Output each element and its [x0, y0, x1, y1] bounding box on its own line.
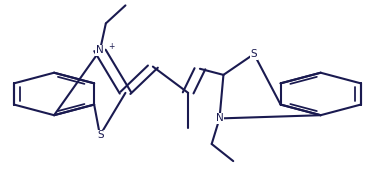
Text: S: S [98, 130, 104, 140]
Text: N: N [96, 45, 104, 55]
Text: +: + [108, 42, 114, 51]
Text: N: N [216, 113, 223, 123]
Text: S: S [251, 49, 257, 59]
